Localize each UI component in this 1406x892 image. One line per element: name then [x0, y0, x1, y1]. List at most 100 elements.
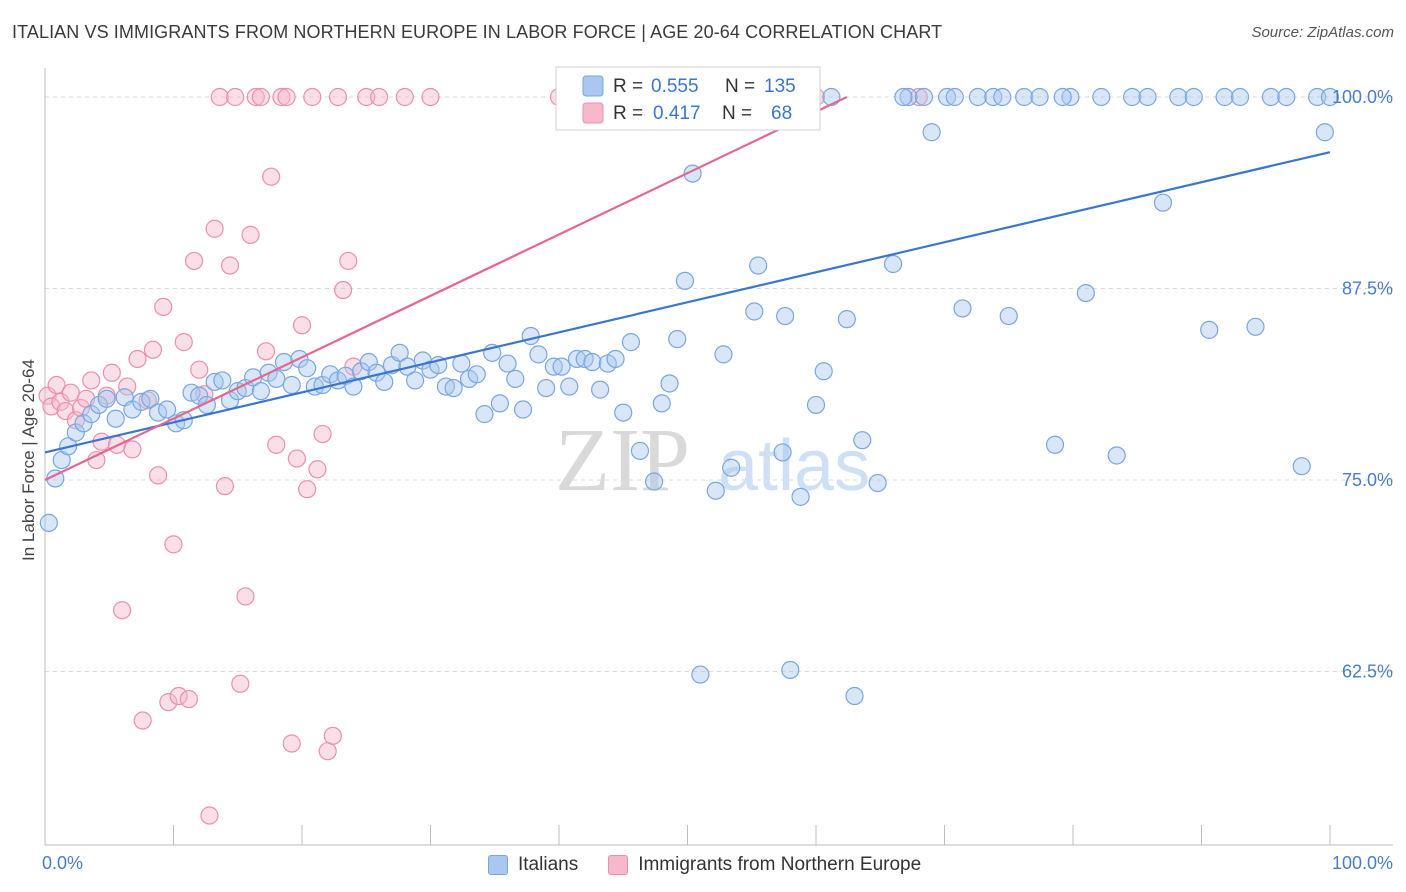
italians-point — [1153, 193, 1173, 212]
italians-point — [722, 458, 741, 477]
italians-point — [868, 473, 887, 493]
series-legend: Italians Immigrants from Northern Europe — [488, 852, 941, 878]
immigrants-point — [128, 349, 147, 369]
italians-point — [1053, 87, 1072, 107]
stats-swatch-immigrants — [582, 102, 604, 124]
watermark-zip: ZIP — [555, 411, 690, 510]
italians-point — [106, 409, 125, 428]
italians-point — [899, 87, 918, 107]
legend-label-immigrants: Immigrants from Northern Europe — [638, 854, 922, 875]
stats-legend: R = 0.555 N = 135 R = 0.417 N = 68 — [555, 66, 821, 131]
immigrants-point — [51, 392, 70, 411]
y-tick-labels: 100.0% 87.5% 75.0% 62.5% — [1332, 87, 1393, 682]
italians-point — [375, 372, 394, 392]
italians-point — [675, 271, 695, 290]
immigrants-point — [190, 360, 209, 379]
immigrants-point — [169, 686, 188, 706]
italians-point — [1246, 317, 1265, 336]
italians-point — [82, 405, 101, 424]
italians-point — [1092, 87, 1111, 107]
italians-point — [781, 660, 800, 680]
immigrants-point — [267, 435, 286, 454]
italians-point — [1061, 87, 1080, 107]
italians-point — [74, 414, 93, 433]
italians-point — [66, 423, 85, 442]
immigrants-point — [220, 256, 240, 275]
y-axis-label: In Labor Force | Age 20-64 — [19, 359, 38, 561]
immigrants-point — [313, 424, 332, 444]
italians-point — [606, 349, 625, 369]
italians-point — [205, 372, 224, 392]
italians-point — [999, 306, 1018, 326]
italians-point — [1030, 87, 1049, 107]
italians-point — [352, 362, 371, 381]
italians-point — [1045, 435, 1065, 454]
stats-r-value-immigrants: 0.417 — [653, 103, 701, 124]
stats-n-label-italians: N = — [725, 76, 755, 97]
italians-point — [630, 441, 650, 460]
italians-point — [1292, 457, 1311, 476]
immigrants-point — [61, 383, 80, 402]
italians-point — [1138, 87, 1157, 107]
immigrants-point — [205, 219, 224, 238]
italians-point — [583, 352, 602, 372]
italians-point — [1308, 87, 1327, 107]
y-tick-label: 100.0% — [1332, 87, 1393, 107]
immigrants-point — [251, 87, 270, 107]
immigrants-point — [287, 449, 306, 468]
y-tick-label: 87.5% — [1342, 279, 1393, 299]
italians-point — [749, 256, 768, 275]
immigrants-point — [148, 466, 168, 485]
series-italians-points — [39, 87, 1340, 706]
italians-point — [1320, 87, 1340, 107]
immigrants-point — [339, 251, 358, 271]
immigrants-point — [282, 734, 301, 753]
italians-point — [498, 354, 517, 373]
italians-point — [1200, 320, 1219, 339]
immigrants-point — [323, 726, 342, 745]
stats-n-value-immigrants: 68 — [771, 103, 792, 124]
italians-point — [537, 378, 556, 398]
immigrants-point — [42, 397, 61, 416]
italians-point — [660, 374, 679, 393]
immigrants-point — [174, 333, 193, 352]
y-tick-label: 75.0% — [1342, 470, 1393, 490]
immigrants-point — [179, 689, 199, 709]
italians-point — [521, 326, 540, 346]
immigrants-point — [277, 87, 296, 107]
immigrants-point — [909, 87, 928, 107]
watermark-atlas: atlas — [718, 426, 870, 506]
immigrants-point — [118, 377, 137, 396]
legend-item-italians: Italians — [488, 854, 578, 876]
immigrants-point — [71, 398, 91, 418]
legend-swatch-italians — [488, 855, 508, 875]
immigrants-point — [318, 742, 337, 761]
immigrants-trend-line — [44, 96, 848, 481]
italians-point — [467, 365, 486, 384]
italians-point — [1277, 87, 1296, 107]
italians-point — [945, 87, 964, 107]
italians-point — [513, 400, 533, 419]
italians-point — [1184, 87, 1203, 107]
italians-point — [97, 389, 116, 408]
italians-point — [614, 403, 633, 422]
italians-point — [390, 343, 409, 362]
trend-lines — [44, 96, 1331, 481]
italians-point — [405, 371, 425, 390]
immigrants-point — [133, 711, 152, 730]
stats-r-value-italians: 0.555 — [651, 76, 699, 97]
italians-point — [937, 87, 957, 107]
immigrants-point — [421, 87, 440, 107]
italians-point — [552, 357, 571, 376]
italians-point — [1107, 446, 1126, 465]
legend-swatch-immigrants — [608, 855, 629, 875]
immigrants-point — [143, 340, 163, 359]
italians-point — [39, 513, 58, 532]
italians-point — [706, 481, 725, 500]
axes — [44, 68, 1393, 846]
immigrants-point — [102, 363, 121, 382]
immigrants-point — [256, 342, 276, 361]
italians-point — [1230, 87, 1250, 107]
italians-point — [567, 349, 587, 369]
